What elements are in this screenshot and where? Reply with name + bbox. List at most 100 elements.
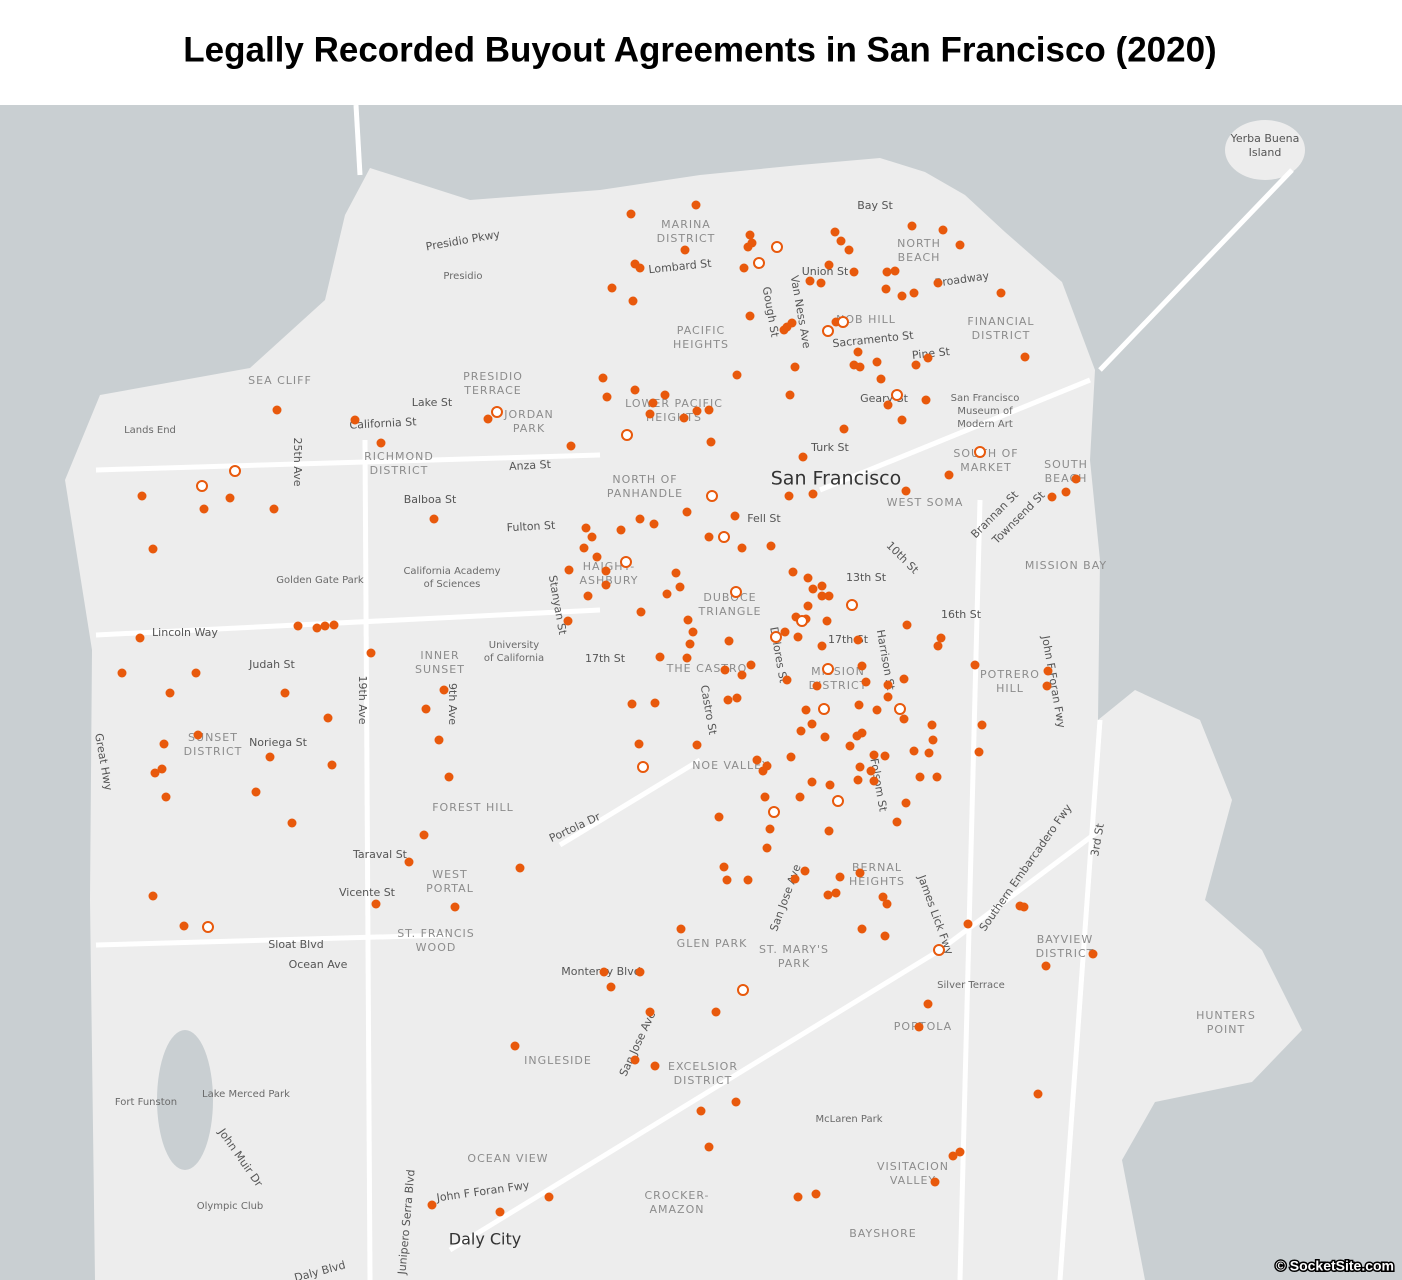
place-label: San Francisco: [951, 393, 1020, 404]
buyout-dot: [817, 591, 827, 601]
buyout-dot: [732, 693, 742, 703]
buyout-dot: [680, 245, 690, 255]
street-label: Fell St: [747, 512, 781, 525]
buyout-dot: [434, 735, 444, 745]
buyout-dot: [602, 392, 612, 402]
buyout-dot: [630, 385, 640, 395]
buyout-dot: [890, 266, 900, 276]
buyout-dot: [762, 843, 772, 853]
street-label: Noriega St: [249, 736, 308, 749]
buyout-dot: [866, 766, 876, 776]
buyout-dot: [165, 688, 175, 698]
buyout-dot-hollow: [818, 703, 830, 715]
buyout-dot: [839, 424, 849, 434]
buyout-dot: [704, 405, 714, 415]
buyout-dot: [148, 544, 158, 554]
buyout-dot: [739, 263, 749, 273]
buyout-dot: [795, 792, 805, 802]
neighborhood-label: DISTRICT: [972, 329, 1031, 342]
buyout-dot-hollow: [491, 406, 503, 418]
buyout-dot: [849, 267, 859, 277]
neighborhood-label: SEA CLIFF: [248, 374, 312, 387]
buyout-dot: [117, 668, 127, 678]
buyout-dot: [977, 720, 987, 730]
buyout-dot: [853, 635, 863, 645]
buyout-dot-hollow: [894, 703, 906, 715]
buyout-dot: [444, 772, 454, 782]
buyout-dot: [823, 890, 833, 900]
buyout-dot-hollow: [822, 663, 834, 675]
neighborhood-label: DISTRICT: [1036, 947, 1095, 960]
buyout-dot: [371, 899, 381, 909]
buyout-dot: [803, 601, 813, 611]
neighborhood-label: ASHBURY: [579, 574, 638, 587]
buyout-dot: [714, 812, 724, 822]
buyout-dot: [599, 967, 609, 977]
buyout-dot: [376, 438, 386, 448]
buyout-dot: [963, 919, 973, 929]
place-label: Lake Merced Park: [202, 1089, 290, 1100]
credit: © SocketSite.com: [1276, 1258, 1394, 1274]
buyout-dot: [822, 616, 832, 626]
buyout-dot: [1019, 902, 1029, 912]
buyout-dot-hollow: [770, 631, 782, 643]
buyout-dot: [899, 674, 909, 684]
buyout-dot: [583, 591, 593, 601]
place-label: Daly City: [449, 1230, 521, 1249]
buyout-dot: [831, 888, 841, 898]
street-label: 17th St: [828, 633, 869, 646]
buyout-dot: [897, 291, 907, 301]
buyout-dot: [790, 362, 800, 372]
place-label: Museum of: [957, 406, 1013, 417]
place-label: Presidio: [443, 271, 482, 282]
lake-merced: [157, 1030, 213, 1170]
buyout-dot-hollow: [637, 761, 649, 773]
place-label: University: [489, 640, 540, 651]
buyout-dot: [883, 692, 893, 702]
buyout-dot: [1043, 666, 1053, 676]
buyout-dot: [323, 713, 333, 723]
buyout-dot: [784, 491, 794, 501]
buyout-dot: [798, 452, 808, 462]
street-label: Pine St: [911, 345, 951, 362]
neighborhood-label: HEIGHTS: [673, 338, 729, 351]
buyout-dot: [563, 616, 573, 626]
buyout-dot-hollow: [771, 241, 783, 253]
buyout-dot: [607, 283, 617, 293]
buyout-dot: [427, 1200, 437, 1210]
buyout-dot: [1033, 1089, 1043, 1099]
buyout-dot: [746, 660, 756, 670]
buyout-dot: [793, 632, 803, 642]
buyout-dot: [899, 714, 909, 724]
neighborhood-label: MISSION BAY: [1025, 559, 1107, 572]
buyout-dot: [869, 750, 879, 760]
neighborhood-label: BEACH: [1045, 472, 1088, 485]
buyout-dot: [628, 296, 638, 306]
buyout-dot: [780, 627, 790, 637]
neighborhood-label: WOOD: [416, 941, 457, 954]
buyout-dot: [648, 398, 658, 408]
buyout-dot: [137, 491, 147, 501]
buyout-dot: [923, 999, 933, 1009]
buyout-dot: [1088, 949, 1098, 959]
buyout-dot: [272, 405, 282, 415]
neighborhood-label: CROCKER-: [645, 1189, 710, 1202]
buyout-dot: [811, 1189, 821, 1199]
buyout-dot: [878, 892, 888, 902]
neighborhood-label: MARINA: [661, 218, 711, 231]
buyout-dot: [927, 720, 937, 730]
buyout-dot: [645, 409, 655, 419]
buyout-dot-hollow: [621, 429, 633, 441]
buyout-dot: [901, 798, 911, 808]
street-label: Judah St: [248, 658, 295, 671]
buyout-dot: [872, 705, 882, 715]
buyout-dot: [924, 748, 934, 758]
buyout-dot: [320, 621, 330, 631]
buyout-dot: [915, 772, 925, 782]
buyout-dot: [830, 227, 840, 237]
buyout-dot: [601, 580, 611, 590]
buyout-dot: [1020, 352, 1030, 362]
street-label: Taraval St: [352, 848, 408, 861]
buyout-dot: [688, 627, 698, 637]
neighborhood-label: POTRERO: [980, 668, 1040, 681]
